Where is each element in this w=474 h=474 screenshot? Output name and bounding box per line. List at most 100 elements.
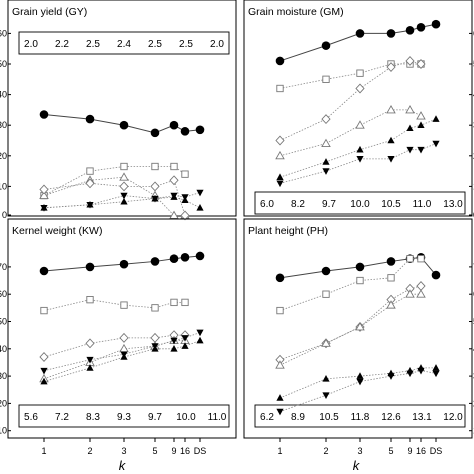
data-point-filled-circle [195, 125, 205, 135]
data-point-open-square [356, 69, 364, 77]
data-point-filled-circle [321, 266, 331, 276]
data-point-filled-triangle-up [120, 197, 128, 205]
data-point-open-square [120, 301, 128, 309]
chart-panel-4: Plant height (PH)102030405060701235916DS… [243, 218, 474, 456]
data-point-filled-triangle-up [196, 336, 204, 344]
heritability-value: 11.8 [351, 412, 370, 423]
data-point-filled-circle [275, 56, 285, 66]
heritability-value: 5.6 [24, 412, 38, 423]
panel-frame [243, 218, 473, 439]
data-point-filled-triangle-up [387, 136, 395, 144]
data-point-filled-circle [416, 22, 426, 32]
y-tick-label: 50 [0, 59, 7, 69]
chart-panel-3: Kernel weight (KW) 10 20 30 40 50 60 70 1 2 3 5 9 16 D… [0, 218, 237, 456]
data-point-filled-triangle-down [120, 192, 128, 200]
series-open-square [40, 162, 189, 200]
data-point-filled-triangle-down [387, 156, 395, 163]
series-filled-circle [39, 110, 205, 138]
data-point-filled-circle [386, 257, 396, 266]
data-point-open-diamond [416, 281, 426, 291]
data-point-filled-circle [355, 29, 365, 38]
y-tick-label: 10 [0, 426, 7, 436]
data-point-open-square [181, 298, 189, 307]
data-point-filled-triangle-down [196, 329, 204, 337]
series-open-triangle-up [275, 104, 426, 160]
data-point-filled-circle [39, 266, 49, 276]
y-tick-label: 40 [0, 344, 7, 354]
data-point-open-square [322, 75, 330, 83]
x-tick-label: DS [430, 446, 443, 456]
data-point-open-square [356, 276, 364, 285]
data-point-filled-triangle-down [181, 335, 189, 342]
panel-frame [7, 0, 237, 217]
data-point-filled-circle [405, 26, 415, 35]
series-line [43, 340, 185, 380]
data-point-filled-circle [150, 257, 160, 266]
data-point-open-triangle-up [275, 150, 285, 160]
heritability-value: 10.0 [350, 199, 370, 210]
x-tick-label: 1 [277, 446, 282, 456]
y-tick-label: 50 [0, 317, 7, 327]
series-line [279, 109, 422, 157]
x-tick-label: 9 [407, 446, 412, 456]
data-point-filled-triangle-down [322, 392, 330, 400]
data-point-open-square [170, 162, 178, 171]
series-filled-circle [275, 19, 441, 66]
data-point-filled-triangle-up [356, 372, 364, 379]
heritability-value: 9.7 [322, 199, 336, 210]
data-point-open-square [120, 162, 128, 171]
series-open-triangle-up [275, 289, 426, 369]
heritability-box [18, 404, 230, 428]
data-point-open-diamond [119, 332, 129, 343]
series-open-diamond [275, 55, 426, 146]
data-point-open-diamond [355, 83, 365, 94]
data-point-open-square [170, 298, 178, 307]
data-point-filled-triangle-down [356, 156, 364, 163]
x-tick-label: 5 [388, 446, 393, 456]
data-point-open-square [86, 296, 94, 304]
data-point-open-triangle-up [386, 104, 396, 114]
heritability-value: 2.5 [148, 39, 162, 50]
heritability-value: 2.5 [179, 39, 193, 50]
data-point-open-diamond [180, 210, 190, 221]
data-point-open-square [406, 255, 414, 263]
y-tick-label: 30 [0, 120, 7, 130]
data-point-open-square [40, 306, 48, 315]
data-point-filled-triangle-up [322, 158, 330, 165]
series-line [279, 285, 422, 361]
chart-panel-2: Grain moisture (GM)01020304050606.08.29.… [243, 0, 474, 220]
y-tick-label: 30 [0, 371, 7, 381]
series-filled-triangle-up [40, 336, 204, 385]
panel-title: Kernel weight (KW) [12, 225, 102, 237]
data-point-filled-triangle-up [276, 173, 284, 181]
data-point-open-triangle-up [275, 360, 285, 369]
series-filled-triangle-up [276, 364, 440, 401]
x-tick-label: 16 [180, 446, 190, 456]
chart-panel-1: Grain yield (GY) 0 10 20 30 40 50 60 2.0 2.2 2.5 2.… [0, 0, 237, 221]
y-tick-label: 20 [0, 151, 7, 161]
panel-title: Plant height (PH) [248, 225, 328, 237]
data-point-open-triangle-up [355, 120, 365, 129]
data-point-open-diamond [275, 135, 285, 146]
series-open-triangle-up [39, 172, 190, 219]
heritability-value: 10.0 [176, 412, 196, 423]
data-point-open-diamond [386, 62, 396, 73]
data-point-filled-triangle-down [120, 351, 128, 359]
series-open-triangle-up [39, 335, 190, 383]
data-point-filled-triangle-down [40, 367, 48, 375]
x-tick-label: 16 [416, 446, 426, 456]
data-point-filled-circle [321, 41, 331, 50]
data-point-open-square [417, 255, 425, 263]
data-point-filled-triangle-down [432, 370, 440, 378]
data-point-open-square [151, 162, 159, 171]
panel-title: Grain moisture (GM) [248, 6, 344, 18]
heritability-box [18, 31, 230, 55]
series-line [43, 299, 185, 311]
data-point-filled-triangle-down [417, 146, 425, 154]
heritability-value: 8.3 [86, 412, 100, 423]
series-filled-circle [39, 251, 205, 276]
heritability-value: 6.2 [260, 412, 274, 423]
y-tick-label: 10 [0, 181, 7, 191]
heritability-value: 12.6 [381, 412, 401, 423]
panel-frame [243, 0, 473, 217]
